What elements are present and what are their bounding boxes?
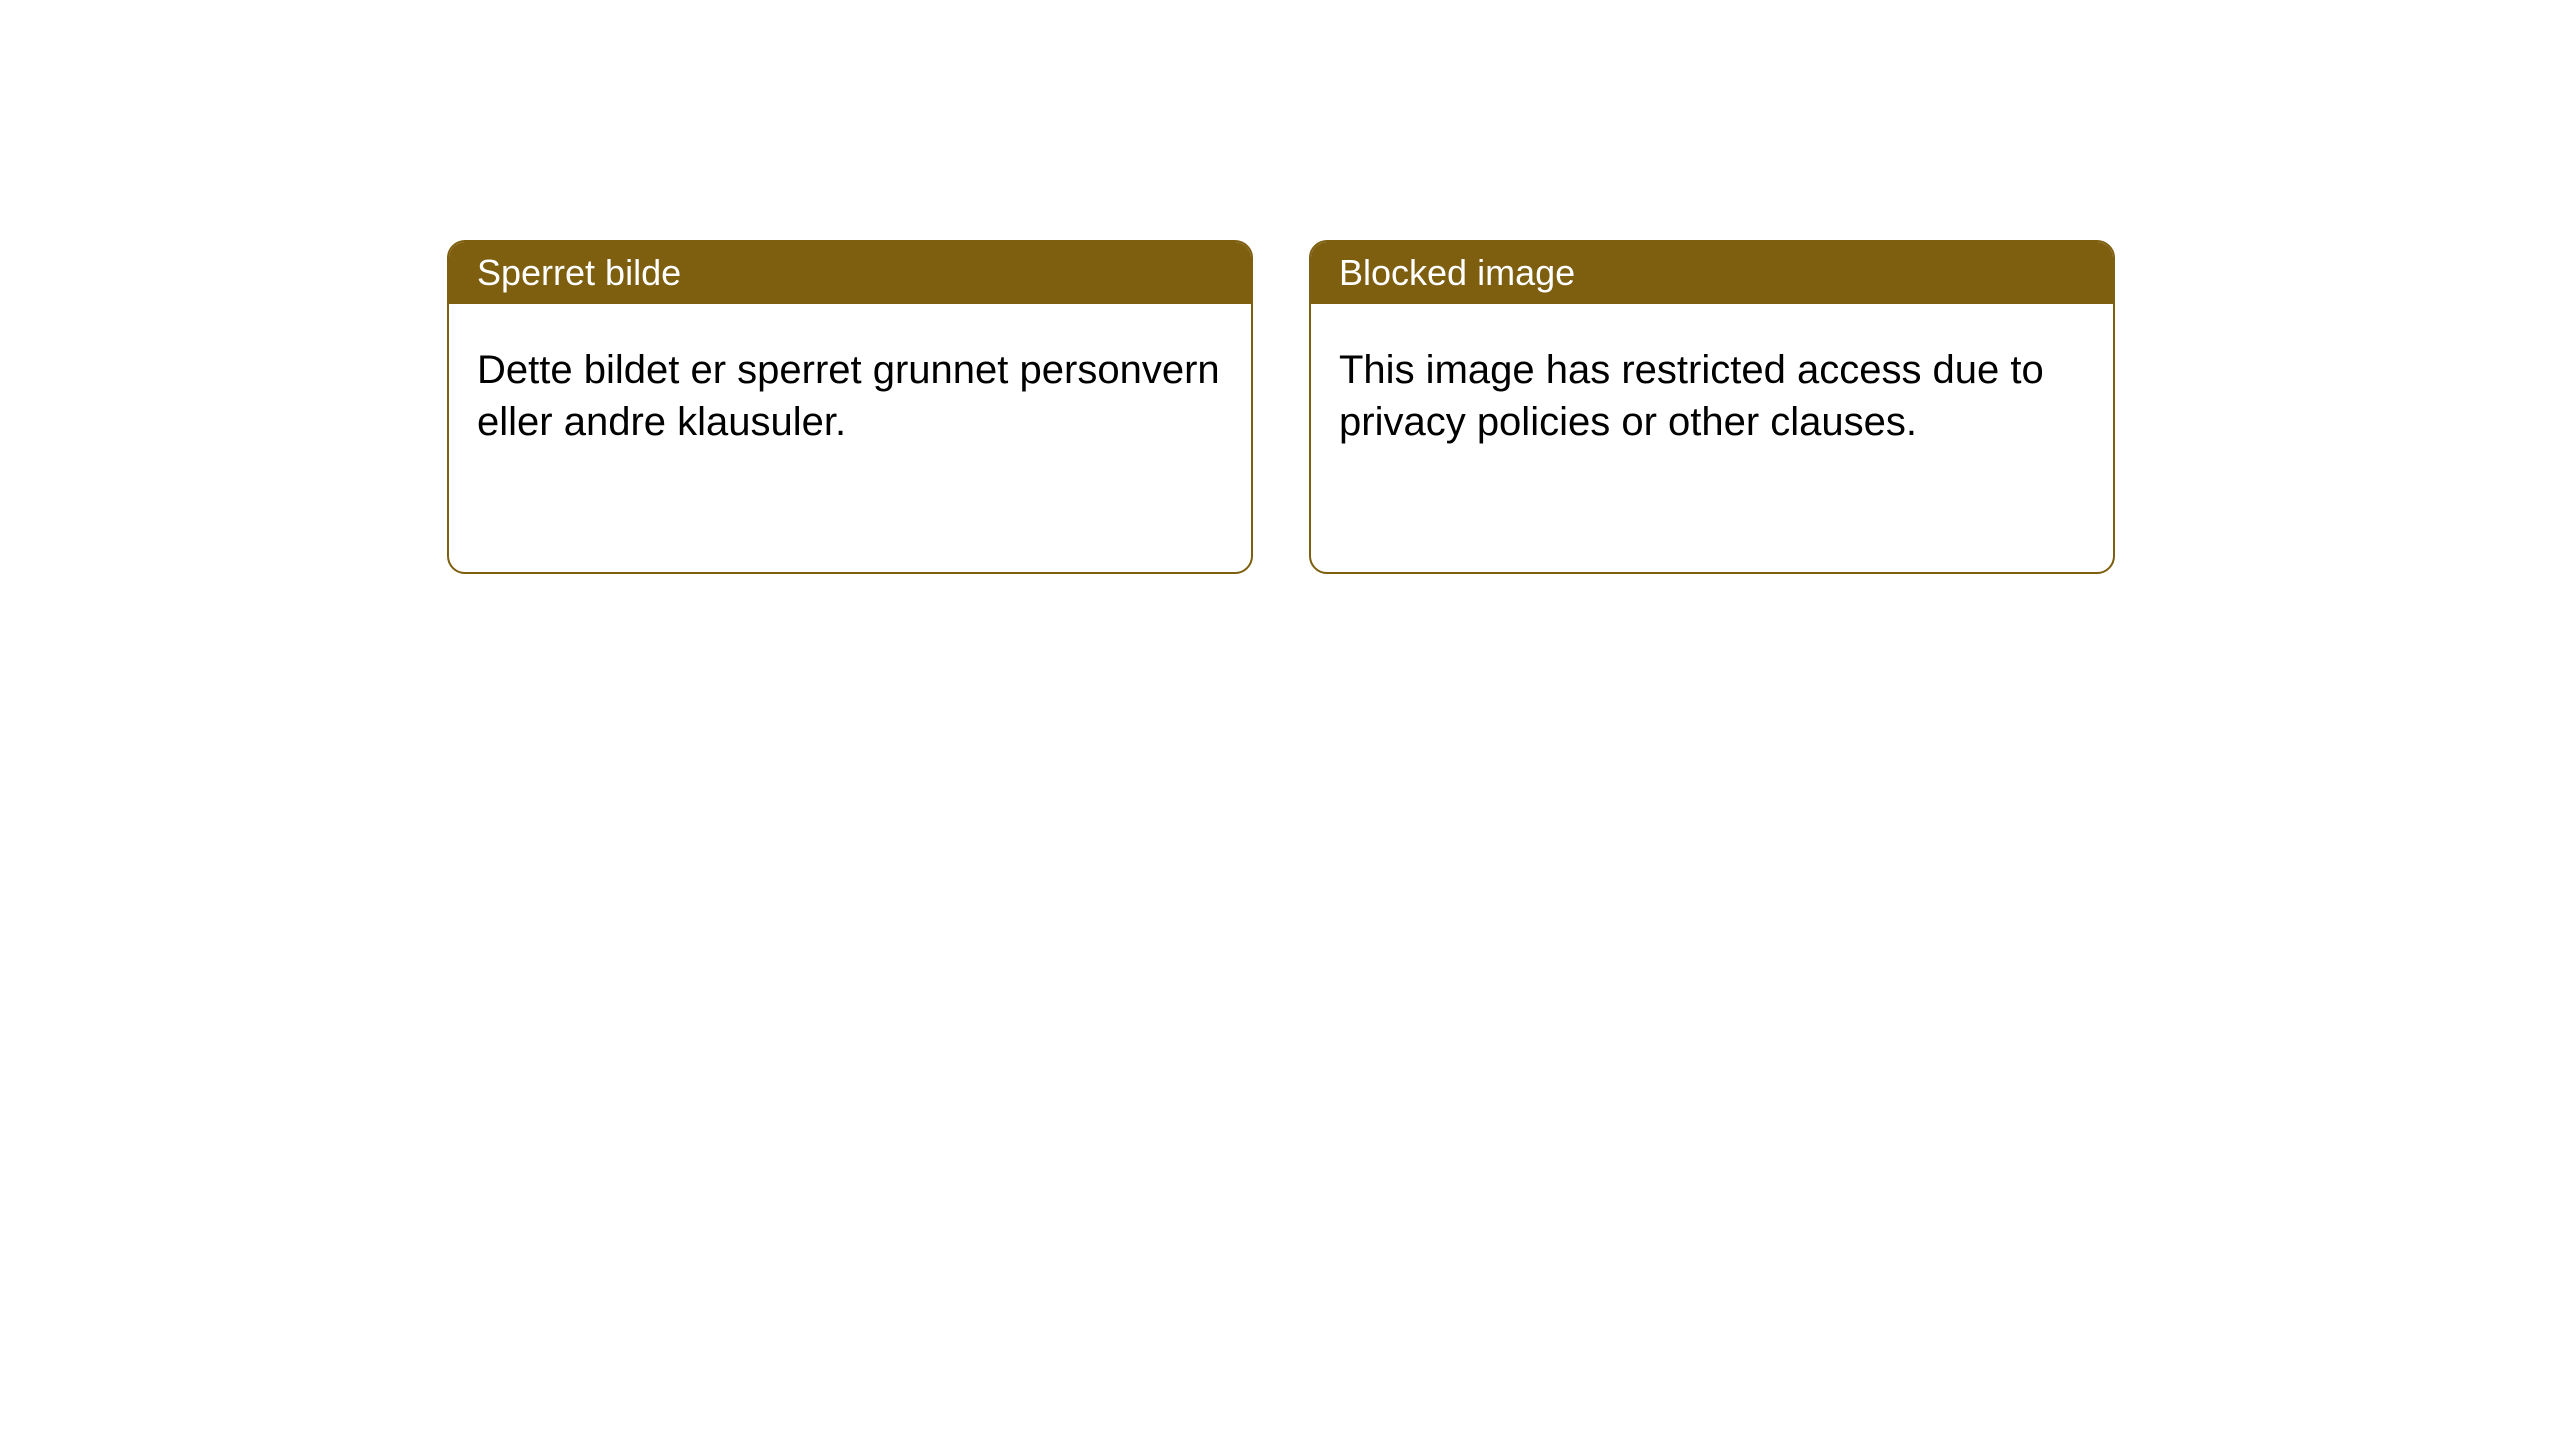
- notice-message-norwegian: Dette bildet er sperret grunnet personve…: [477, 348, 1220, 444]
- notice-header-norwegian: Sperret bilde: [449, 242, 1251, 304]
- notice-box-norwegian: Sperret bilde Dette bildet er sperret gr…: [447, 240, 1253, 574]
- notice-header-english: Blocked image: [1311, 242, 2113, 304]
- notice-body-english: This image has restricted access due to …: [1311, 304, 2113, 488]
- notice-body-norwegian: Dette bildet er sperret grunnet personve…: [449, 304, 1251, 488]
- notice-message-english: This image has restricted access due to …: [1339, 348, 2044, 444]
- notice-box-english: Blocked image This image has restricted …: [1309, 240, 2115, 574]
- notice-title-norwegian: Sperret bilde: [477, 252, 681, 293]
- notices-container: Sperret bilde Dette bildet er sperret gr…: [447, 240, 2115, 574]
- notice-title-english: Blocked image: [1339, 252, 1575, 293]
